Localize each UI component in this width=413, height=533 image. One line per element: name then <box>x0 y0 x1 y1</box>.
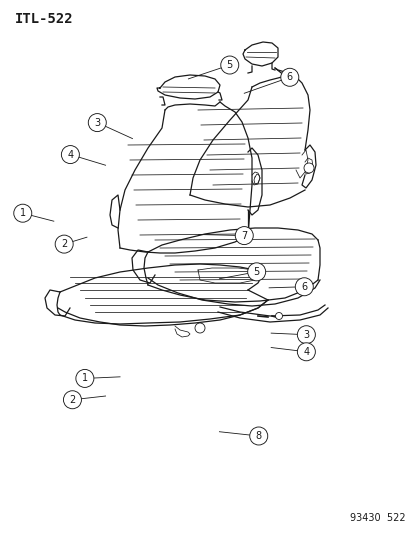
Circle shape <box>76 369 94 387</box>
Circle shape <box>61 146 79 164</box>
Circle shape <box>88 114 106 132</box>
Circle shape <box>14 204 32 222</box>
Text: ITL-522: ITL-522 <box>15 12 74 26</box>
Circle shape <box>297 343 315 361</box>
Text: 5: 5 <box>226 60 233 70</box>
Circle shape <box>280 68 298 86</box>
Text: 6: 6 <box>301 282 306 292</box>
Circle shape <box>294 278 313 296</box>
Text: 7: 7 <box>240 231 247 240</box>
Circle shape <box>235 227 253 245</box>
Circle shape <box>297 326 315 344</box>
Text: 4: 4 <box>67 150 73 159</box>
Circle shape <box>247 263 265 281</box>
Text: 4: 4 <box>303 347 309 357</box>
Circle shape <box>63 391 81 409</box>
Text: 3: 3 <box>94 118 100 127</box>
Text: 2: 2 <box>61 239 67 249</box>
Circle shape <box>220 56 238 74</box>
Text: 93430  522: 93430 522 <box>349 513 405 523</box>
Circle shape <box>303 163 313 173</box>
Text: 8: 8 <box>255 431 261 441</box>
Text: 1: 1 <box>82 374 88 383</box>
Text: 1: 1 <box>20 208 26 218</box>
Circle shape <box>195 323 204 333</box>
Text: 2: 2 <box>69 395 76 405</box>
Text: 5: 5 <box>253 267 259 277</box>
Text: 3: 3 <box>303 330 309 340</box>
Circle shape <box>275 312 282 319</box>
Circle shape <box>55 235 73 253</box>
Circle shape <box>249 427 267 445</box>
Text: 6: 6 <box>286 72 292 82</box>
